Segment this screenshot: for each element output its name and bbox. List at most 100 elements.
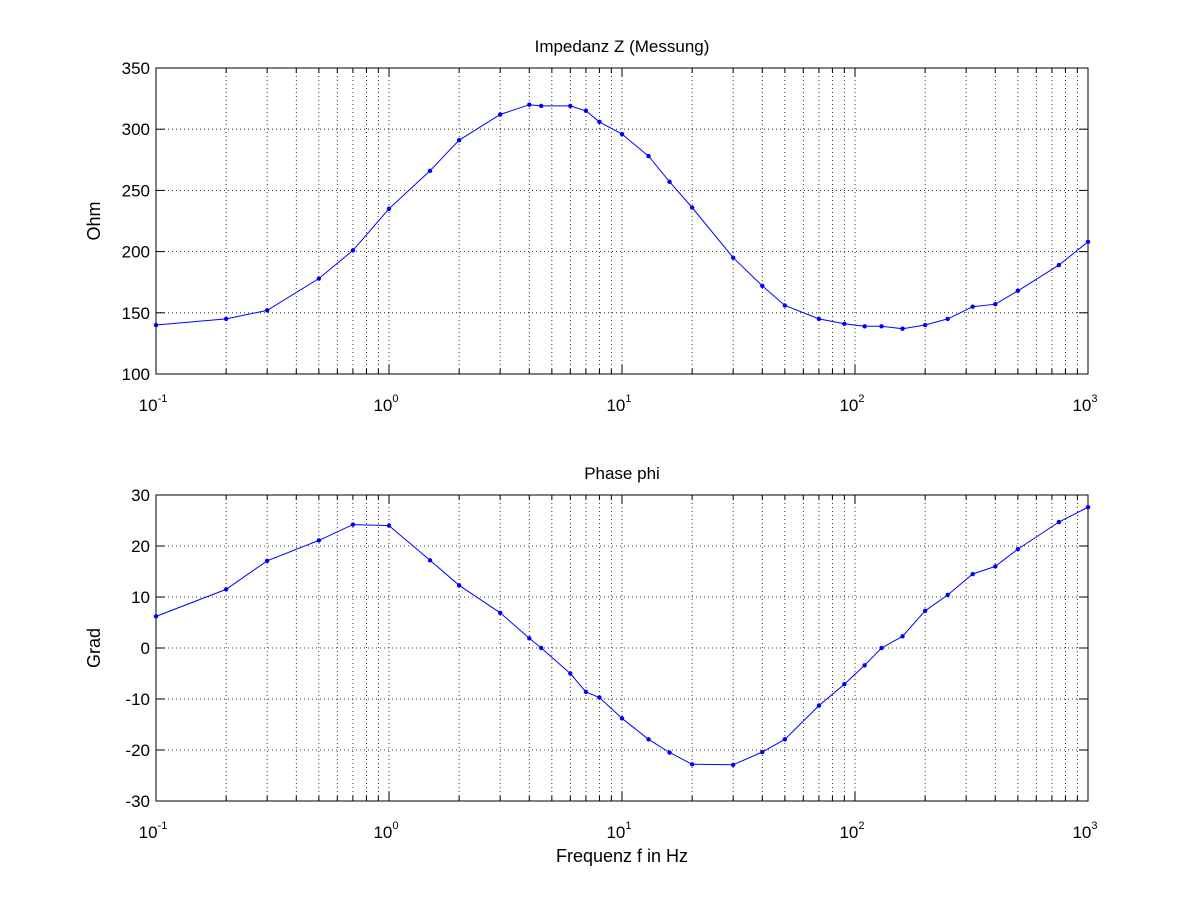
data-point	[879, 324, 884, 329]
x-tick-base: 10	[373, 823, 392, 842]
data-point	[1085, 239, 1091, 245]
data-point	[1085, 505, 1091, 510]
x-tick-exponent: -1	[158, 820, 168, 832]
data-point	[945, 316, 950, 322]
data-point	[568, 671, 573, 676]
data-point	[689, 762, 695, 767]
data-point	[264, 558, 270, 563]
y-tick-label: 200	[122, 243, 150, 262]
data-point	[760, 283, 765, 289]
data-point	[667, 750, 672, 755]
data-point	[316, 538, 322, 543]
data-point	[993, 564, 998, 569]
data-point	[993, 302, 998, 307]
data-point	[689, 205, 695, 210]
data-point	[597, 119, 602, 125]
data-point	[816, 703, 822, 708]
x-tick-base: 10	[373, 396, 392, 415]
data-point	[264, 308, 270, 313]
data-point	[970, 304, 975, 309]
data-point	[667, 179, 672, 185]
x-tick-label: 103	[1072, 393, 1097, 415]
data-point	[568, 103, 573, 109]
data-point	[456, 583, 462, 588]
data-point	[316, 276, 322, 281]
data-point	[427, 168, 433, 174]
data-point	[153, 322, 159, 328]
x-tick-base: 10	[139, 396, 158, 415]
data-point	[922, 608, 928, 613]
x-tick-base: 10	[606, 823, 625, 842]
data-point	[730, 255, 736, 260]
data-point	[597, 695, 602, 700]
data-point	[527, 102, 532, 107]
data-point	[1015, 546, 1021, 552]
data-point	[538, 103, 544, 109]
y-tick-label: -10	[125, 690, 150, 709]
x-tick-label: 102	[839, 820, 864, 842]
data-point	[646, 737, 651, 742]
data-point	[945, 592, 950, 598]
data-point	[862, 663, 867, 668]
x-tick-base: 10	[1072, 396, 1091, 415]
data-point	[350, 522, 356, 527]
y-tick-label: 10	[131, 588, 150, 607]
y-axis-label: Grad	[84, 628, 104, 668]
y-tick-label: 350	[122, 59, 150, 78]
data-point	[386, 206, 392, 211]
data-point	[583, 689, 589, 695]
data-point	[527, 636, 532, 641]
x-tick-exponent: 0	[392, 393, 398, 405]
data-point	[782, 303, 788, 308]
data-point	[386, 523, 392, 528]
y-axis-label: Ohm	[84, 201, 104, 240]
x-tick-exponent: 2	[858, 393, 864, 405]
y-tick-label: 250	[122, 181, 150, 200]
data-point	[153, 614, 159, 619]
data-point	[1056, 262, 1062, 268]
data-point	[900, 326, 905, 331]
data-point	[816, 316, 822, 322]
data-point	[842, 682, 847, 687]
data-point	[538, 645, 544, 651]
y-tick-label: -20	[125, 741, 150, 760]
x-tick-base: 10	[839, 396, 858, 415]
x-tick-exponent: 3	[1091, 393, 1097, 405]
data-point	[350, 248, 356, 253]
data-point	[1015, 288, 1021, 293]
y-tick-label: -30	[125, 792, 150, 811]
x-tick-exponent: 3	[1091, 820, 1097, 832]
data-point	[900, 634, 905, 639]
x-tick-exponent: 0	[392, 820, 398, 832]
x-tick-label: 10-1	[139, 820, 168, 842]
y-tick-label: 100	[122, 365, 150, 384]
x-tick-base: 10	[139, 823, 158, 842]
data-point	[497, 610, 503, 616]
x-axis-label: Frequenz f in Hz	[556, 846, 688, 866]
x-tick-exponent: -1	[158, 393, 168, 405]
x-tick-exponent: 1	[625, 393, 631, 405]
x-tick-base: 10	[1072, 823, 1091, 842]
data-point	[619, 131, 625, 137]
data-point	[223, 587, 229, 592]
data-point	[970, 571, 975, 577]
y-tick-label: 300	[122, 120, 150, 139]
data-point	[879, 645, 884, 651]
x-tick-label: 103	[1072, 820, 1097, 842]
y-tick-label: 30	[131, 486, 150, 505]
x-tick-base: 10	[606, 396, 625, 415]
chart-title: Impedanz Z (Messung)	[535, 37, 710, 56]
data-point	[456, 138, 462, 143]
y-tick-label: 150	[122, 304, 150, 323]
x-tick-label: 100	[373, 820, 398, 842]
y-tick-label: 20	[131, 537, 150, 556]
data-point	[730, 762, 736, 767]
data-point	[1056, 519, 1062, 525]
chart-title: Phase phi	[584, 464, 660, 483]
data-point	[646, 153, 651, 159]
data-point	[782, 737, 788, 742]
x-tick-label: 101	[606, 393, 631, 415]
